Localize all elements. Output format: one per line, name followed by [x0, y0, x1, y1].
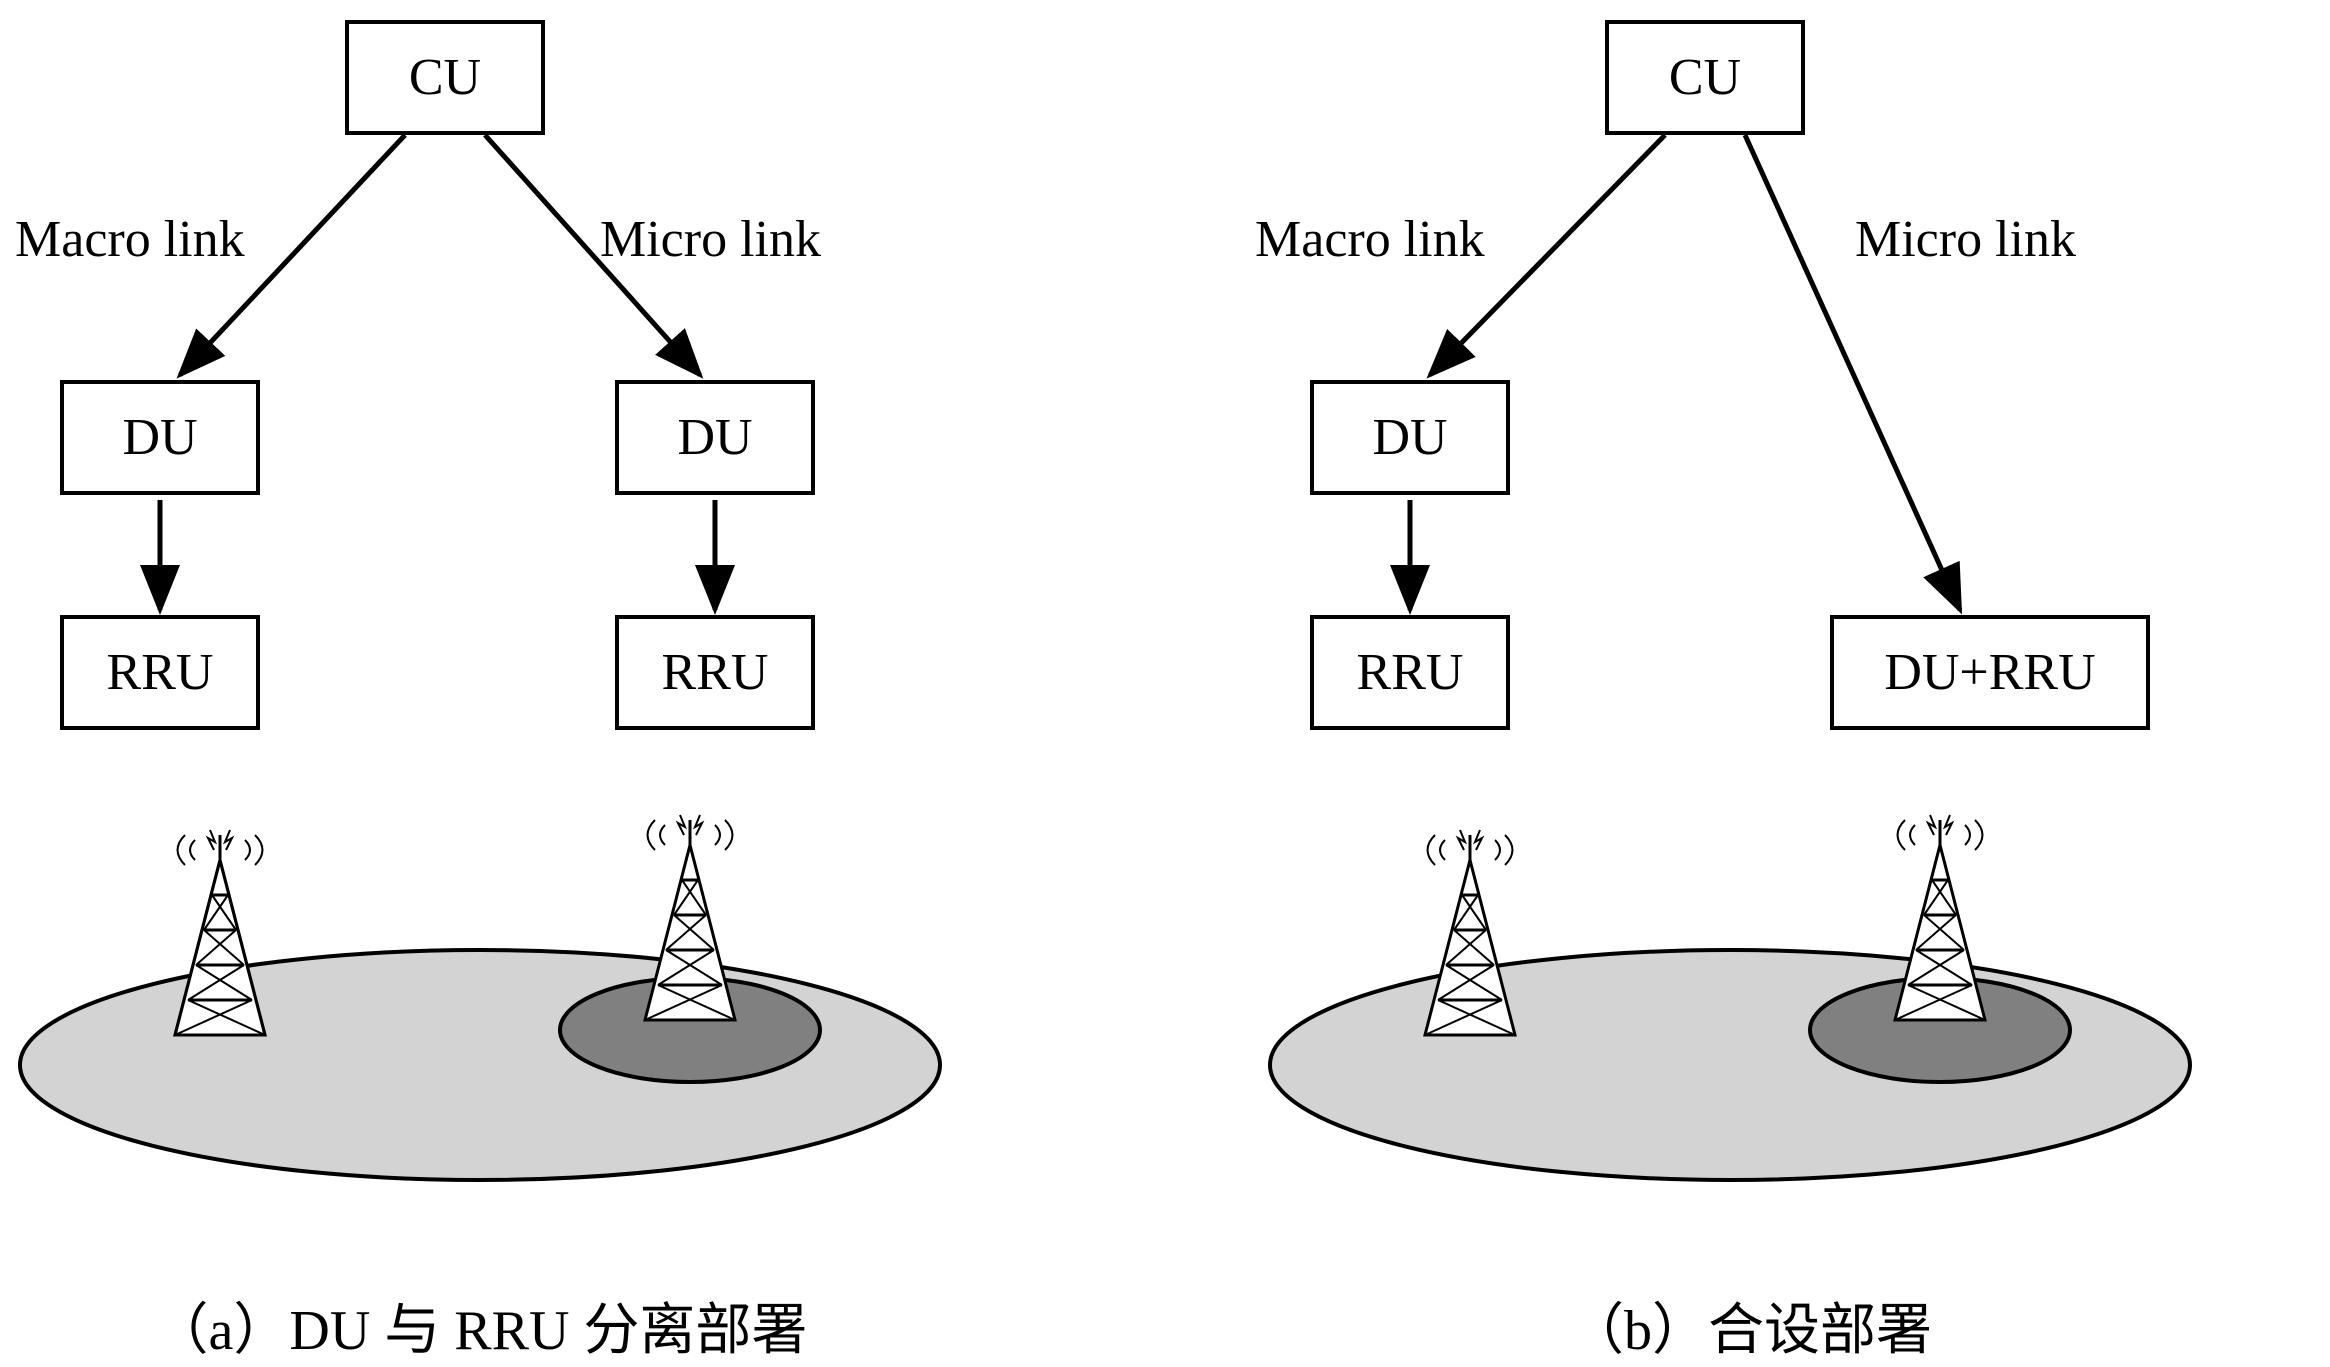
node-label: CU [1669, 48, 1741, 107]
antenna-tower-icon [1425, 830, 1515, 1035]
caption-b: （b）合设部署 [1490, 1285, 2010, 1366]
node-cu-b: CU [1605, 20, 1805, 135]
node-label: DU+RRU [1884, 643, 2095, 702]
node-label: DU [1372, 408, 1447, 467]
node-label: RRU [1357, 643, 1464, 702]
coverage-b [1250, 800, 2210, 1200]
antenna-tower-icon [645, 815, 735, 1020]
macro-link-label-b: Macro link [1255, 210, 1485, 269]
node-rru-b: RRU [1310, 615, 1510, 730]
antenna-tower-icon [175, 830, 265, 1035]
diagram-root: CU DU DU RRU RRU Macro link Micro link C… [0, 0, 2330, 1367]
micro-link-label-b: Micro link [1855, 210, 2076, 269]
caption-a: （a）DU 与 RRU 分离部署 [100, 1285, 860, 1366]
coverage-a [0, 800, 960, 1200]
antenna-tower-icon [1895, 815, 1985, 1020]
node-durru-b: DU+RRU [1830, 615, 2150, 730]
node-du-b: DU [1310, 380, 1510, 495]
